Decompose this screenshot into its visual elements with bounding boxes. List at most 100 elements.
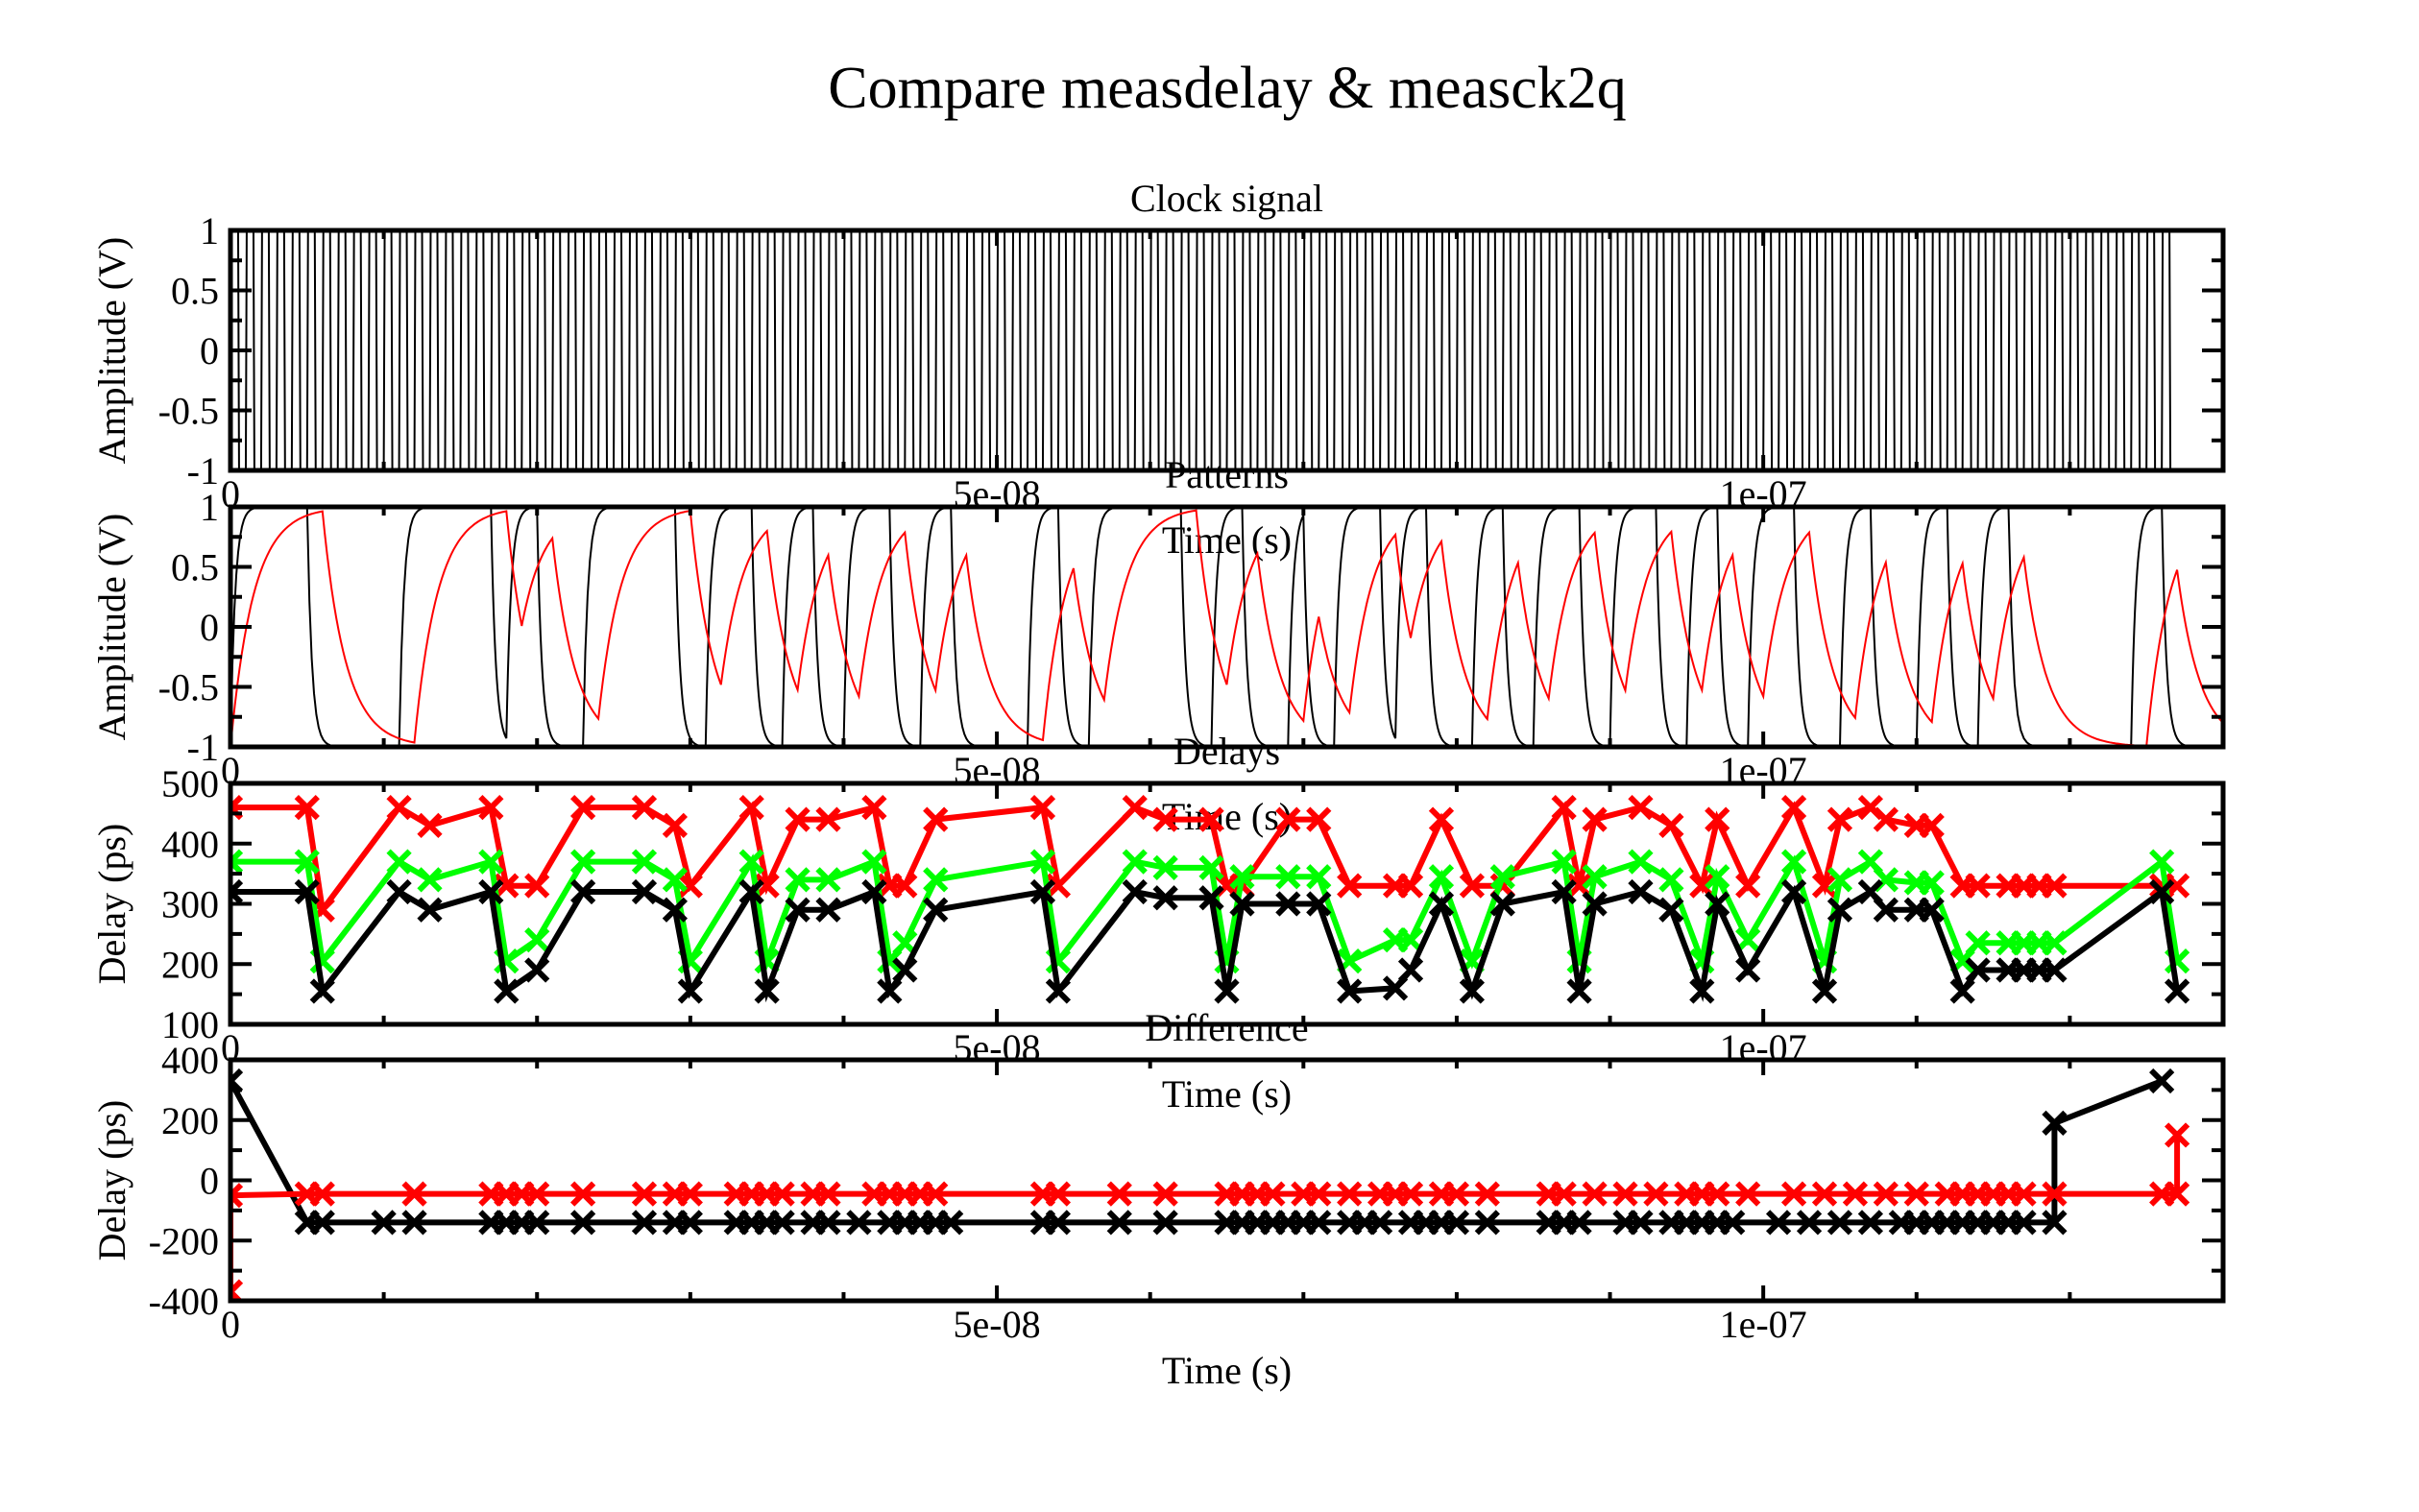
series-1-point	[569, 794, 596, 821]
series-1-point	[1857, 1210, 1884, 1236]
series-3-point	[2164, 978, 2190, 1004]
series-1-point	[1275, 806, 1301, 832]
series-1-point	[1735, 873, 1761, 899]
series-1-point	[524, 1210, 550, 1236]
series-3-point	[1428, 891, 1455, 917]
series-1-point	[785, 806, 810, 832]
series-1-point	[1566, 1210, 1592, 1236]
series-1-point	[1306, 806, 1332, 832]
series-2-point	[1397, 927, 1424, 953]
series-3-point	[1306, 891, 1332, 917]
series-3-point	[1658, 897, 1684, 923]
series-3-point	[923, 897, 949, 923]
series-3-point	[1873, 897, 1899, 923]
series-1-point	[478, 794, 504, 821]
series-2-point	[1306, 1181, 1332, 1207]
series-3-point	[1152, 885, 1178, 911]
series-1-point	[494, 873, 520, 899]
series-2-point	[1873, 1181, 1899, 1207]
series-2-point	[1582, 1181, 1608, 1207]
series-1-point	[1367, 1210, 1393, 1236]
series-2-point	[1152, 854, 1178, 880]
series-1-point	[662, 812, 689, 839]
plot-area	[230, 794, 2190, 1004]
series-1-point	[2042, 873, 2068, 899]
y-tick-label: 0	[200, 606, 219, 649]
figure-title: Compare measdelay & measck2q	[828, 56, 1627, 121]
y-tick-label: 0.5	[171, 546, 219, 589]
series-3-point	[1705, 891, 1730, 917]
series-1-point	[294, 794, 320, 821]
y-tick-label: 500	[161, 762, 219, 805]
series-2-line	[230, 1135, 2181, 1292]
series-2-point	[1122, 849, 1148, 875]
series-2-point	[1826, 867, 1853, 893]
series-3-point	[294, 878, 320, 905]
series-1-point	[1780, 794, 1807, 821]
series-3-point	[1965, 957, 1991, 983]
series-3-point	[1459, 978, 1486, 1004]
series-3-point	[861, 878, 887, 905]
series-1-point	[861, 794, 887, 821]
series-3-point	[1337, 978, 1363, 1004]
series-3-point	[494, 978, 520, 1004]
series-2-point	[815, 867, 841, 893]
series-2-point	[309, 1181, 335, 1207]
series-2-line	[230, 509, 2223, 747]
series-2-point	[569, 1181, 596, 1207]
series-3-point	[754, 978, 780, 1004]
series-2-point	[631, 1181, 658, 1207]
series-1-point	[1582, 806, 1608, 832]
series-2-point	[1582, 864, 1608, 890]
series-1-point	[1765, 1210, 1792, 1236]
series-2-point	[677, 1181, 703, 1207]
y-tick-label: 100	[161, 1003, 219, 1046]
series-2-point	[1551, 849, 1577, 875]
series-2-point	[1489, 864, 1515, 890]
y-tick-label: 0	[200, 329, 219, 372]
series-2-point	[386, 849, 412, 875]
series-3-point	[1566, 978, 1592, 1004]
series-3-point	[386, 878, 412, 905]
series-1-point	[417, 812, 443, 839]
subplots: 0 5e-08 1e-07 1 0.5 0 -0.5 -1 Clock signal Time (…	[90, 177, 2226, 1392]
y-axis-label: Delay (ps)	[90, 1100, 133, 1261]
series-3-point	[1811, 978, 1838, 1004]
series-1-point	[1873, 806, 1899, 832]
series-3-point	[1949, 978, 1975, 1004]
series-2-point	[1152, 1181, 1178, 1207]
series-2-point	[1612, 1181, 1638, 1207]
series-3-point	[815, 897, 841, 923]
series-2-point	[1628, 849, 1654, 875]
series-2-point	[1443, 1181, 1470, 1207]
series-1-point	[371, 1210, 397, 1236]
series-1-point	[892, 873, 918, 899]
series-1-point	[1796, 1210, 1823, 1236]
series-1-point	[1459, 873, 1486, 899]
series-2-point	[2042, 1181, 2068, 1207]
series-2-point	[1428, 864, 1455, 890]
series-3-point	[1489, 891, 1515, 917]
series-1-point	[677, 873, 703, 899]
x-tick-label: 0	[221, 1303, 240, 1346]
series-2-point	[1643, 1181, 1669, 1207]
series-1-point	[1826, 1210, 1853, 1236]
series-1-point	[1474, 1210, 1500, 1236]
series-3-line	[230, 883, 2181, 1003]
series-2-point	[1780, 849, 1807, 875]
series-3-point	[1198, 885, 1224, 911]
series-2-point	[1811, 1181, 1838, 1207]
series-2-point	[2042, 930, 2068, 956]
series-1-point	[1705, 806, 1730, 832]
y-tick-label: 400	[161, 1039, 219, 1082]
y-axis-label: Delay (ps)	[90, 824, 133, 985]
series-2-point	[631, 849, 658, 875]
y-tick-label: -200	[149, 1219, 219, 1262]
series-3-point	[524, 957, 550, 983]
series-1-point	[1152, 806, 1178, 832]
series-2-point	[1474, 1181, 1500, 1207]
series-2-point	[294, 849, 320, 875]
series-3-point	[1397, 957, 1424, 983]
y-tick-label: 400	[161, 823, 219, 866]
series-2-point	[738, 849, 764, 875]
